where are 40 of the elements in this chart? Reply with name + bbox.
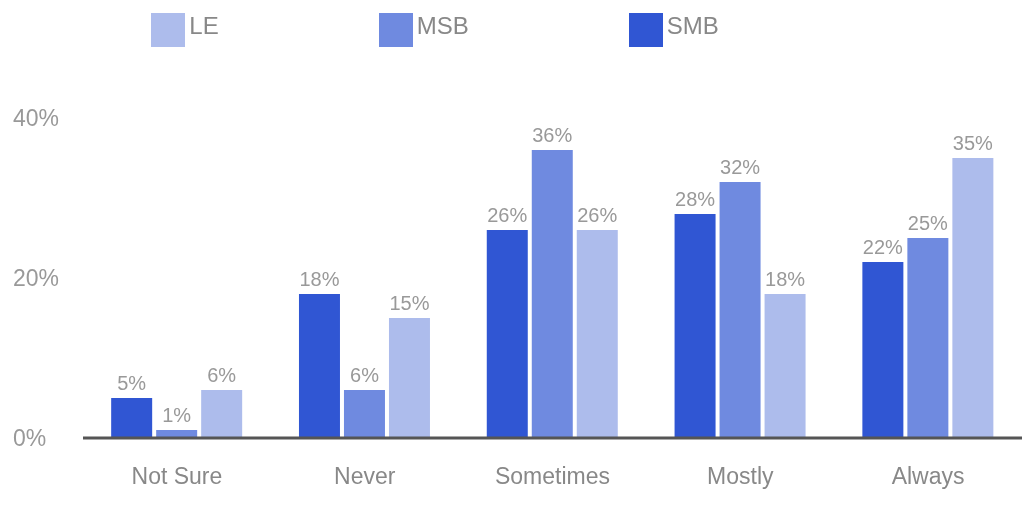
legend-label: SMB bbox=[666, 12, 719, 39]
x-tick-label: Always bbox=[891, 463, 965, 490]
bar bbox=[201, 390, 243, 438]
data-label: 6% bbox=[207, 364, 237, 386]
data-label: 18% bbox=[299, 268, 340, 290]
bar bbox=[719, 182, 761, 438]
data-label: 26% bbox=[577, 204, 618, 226]
bar bbox=[674, 214, 716, 438]
bar bbox=[907, 238, 949, 438]
bar bbox=[531, 150, 573, 438]
data-label: 25% bbox=[907, 212, 949, 234]
data-label: 36% bbox=[532, 124, 573, 146]
data-label: 32% bbox=[720, 156, 761, 178]
bar bbox=[862, 262, 904, 438]
x-tick-label: Never bbox=[334, 463, 396, 490]
data-label: 6% bbox=[350, 364, 380, 386]
legend-label: LE bbox=[189, 12, 219, 39]
bar bbox=[343, 390, 385, 438]
x-tick-label: Sometimes bbox=[494, 463, 611, 490]
bar bbox=[298, 294, 340, 438]
x-tick-label: Not Sure bbox=[131, 463, 223, 490]
x-tick-label: Mostly bbox=[707, 463, 775, 490]
bar bbox=[486, 230, 528, 438]
bar bbox=[764, 294, 806, 438]
bar bbox=[952, 158, 994, 438]
y-tick-label: 40% bbox=[13, 105, 60, 132]
data-label: 18% bbox=[765, 268, 806, 290]
legend-label: MSB bbox=[416, 12, 469, 39]
data-label: 28% bbox=[675, 188, 716, 210]
data-label: 22% bbox=[862, 236, 904, 258]
data-label: 35% bbox=[952, 132, 994, 154]
data-label: 1% bbox=[162, 404, 192, 426]
data-label: 15% bbox=[389, 292, 430, 314]
bar bbox=[388, 318, 430, 438]
data-label: 26% bbox=[487, 204, 528, 226]
bar bbox=[111, 398, 153, 438]
y-tick-label: 20% bbox=[13, 265, 60, 292]
bar bbox=[576, 230, 618, 438]
data-label: 5% bbox=[117, 372, 147, 394]
y-tick-label: 0% bbox=[13, 425, 47, 452]
